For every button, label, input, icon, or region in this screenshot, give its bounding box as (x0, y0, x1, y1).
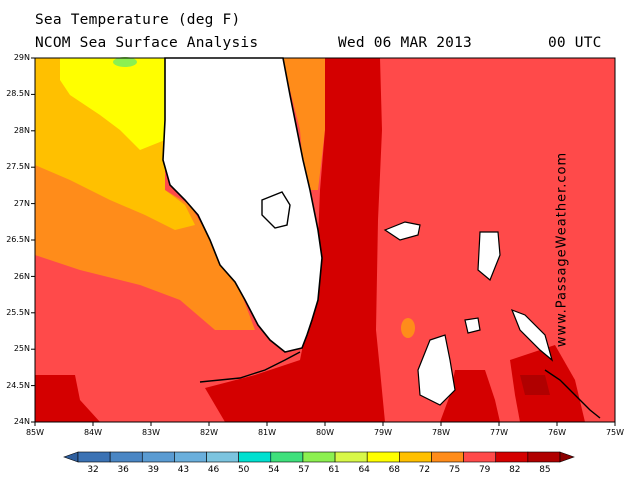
lat-label: 25.5N (6, 308, 30, 317)
lat-label: 26N (13, 272, 30, 281)
lon-label: 77W (489, 428, 509, 437)
lon-label: 78W (431, 428, 451, 437)
lon-label: 76W (547, 428, 567, 437)
colorbar-tick-label: 72 (418, 465, 431, 475)
gulf-cool-spot (113, 57, 137, 67)
lon-label: 85W (25, 428, 45, 437)
bahamas-79-a (440, 370, 500, 422)
lon-label: 79W (373, 428, 393, 437)
lat-label: 28N (13, 126, 30, 135)
map-ticks (31, 57, 616, 426)
colorbar-tick-label: 32 (87, 465, 99, 475)
exuma-chain (544, 369, 601, 419)
lat-label: 28.5N (6, 89, 30, 98)
berry-islands (464, 317, 481, 334)
eleuthera (510, 308, 554, 362)
lat-label: 24N (13, 417, 30, 426)
florida-land (162, 57, 323, 353)
andros (417, 334, 456, 406)
colorbar-tick-label: 64 (358, 465, 370, 475)
gulf-band-64 (60, 58, 165, 150)
lon-label: 80W (315, 428, 335, 437)
warm-spot-72 (401, 318, 415, 338)
colorbar-tick-label: 75 (448, 465, 461, 475)
lon-label: 84W (83, 428, 103, 437)
atlantic-band-72 (283, 58, 325, 190)
gulf-southwest-79 (35, 375, 100, 422)
lon-label: 75W (605, 428, 625, 437)
abaco (477, 231, 501, 281)
lat-label: 25N (13, 344, 30, 353)
lon-label: 83W (141, 428, 161, 437)
bahamas-82 (520, 375, 550, 395)
gulf-stream-79 (205, 58, 385, 422)
chart-subtitle: NCOM Sea Surface Analysis (35, 35, 259, 51)
colorbar-tick-label: 50 (237, 465, 250, 475)
colorbar-tick-label: 85 (539, 465, 551, 475)
colorbar-tick-label: 61 (328, 465, 340, 475)
chart-title: Sea Temperature (deg F) (35, 12, 241, 28)
valid-time: 00 UTC (548, 35, 602, 51)
colorbar-tick-label: 79 (478, 465, 491, 475)
valid-date: Wed 06 MAR 2013 (338, 35, 472, 51)
colorbar-tick-label: 43 (177, 465, 190, 475)
colorbar-tick-label: 82 (509, 465, 521, 475)
colorbar-tick-label: 54 (268, 465, 280, 475)
grand-bahama (383, 221, 421, 241)
colorbar-tick-label: 57 (298, 465, 310, 475)
colorbar-tick-label: 68 (388, 465, 401, 475)
lake-okeechobee (261, 191, 291, 229)
lat-label: 27N (13, 199, 30, 208)
lat-label: 27.5N (6, 162, 30, 171)
lon-label: 81W (257, 428, 277, 437)
colorbar-tick-label: 46 (207, 465, 220, 475)
lat-label: 24.5N (6, 381, 30, 390)
florida-keys (199, 351, 301, 383)
lat-label: 26.5N (6, 235, 30, 244)
colorbar-tick-label: 39 (147, 465, 160, 475)
lat-label: 29N (13, 53, 30, 62)
watermark-text: www.PassageWeather.com (554, 151, 570, 348)
bahamas-79-b (510, 345, 585, 422)
lon-label: 82W (199, 428, 219, 437)
colorbar-tick-label: 36 (117, 465, 129, 475)
